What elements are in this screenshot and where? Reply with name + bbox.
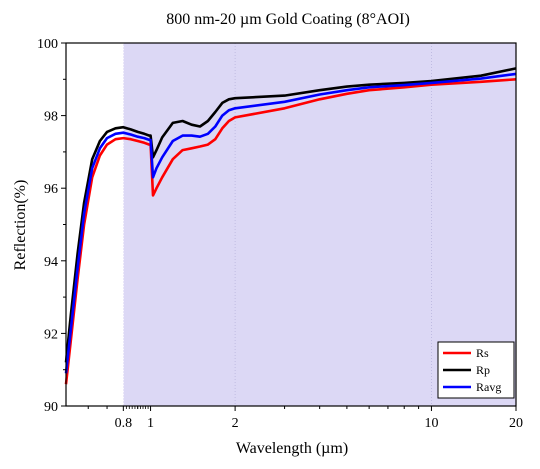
y-tick-label: 90 [44, 400, 58, 415]
legend-label-ravg: Ravg [476, 380, 501, 394]
chart-title: 800 nm-20 µm Gold Coating (8°AOI) [166, 11, 410, 28]
y-tick-label: 96 [44, 182, 58, 197]
y-tick-label: 100 [37, 37, 58, 52]
series-line-rs [64, 78, 517, 385]
y-axis-title: Reflection(%) [12, 180, 29, 271]
x-tick-label: 10 [424, 416, 438, 431]
y-tick-label: 92 [44, 327, 58, 342]
x-axis-title: Wavelength (µm) [236, 440, 348, 457]
y-tick-label: 98 [44, 110, 58, 125]
series-line-rp [64, 67, 517, 363]
legend-label-rp: Rp [476, 363, 490, 377]
series-line-ravg [64, 72, 517, 374]
legend-label-rs: Rs [476, 346, 489, 360]
x-tick-label: 0.8 [115, 416, 133, 431]
x-tick-label: 1 [147, 416, 154, 431]
x-tick-label: 2 [232, 416, 239, 431]
x-tick-label: 20 [509, 416, 523, 431]
y-tick-label: 94 [44, 255, 58, 270]
plot-area: 90 92 94 96 98 100 0.8 1 2 10 20 Rs Rp Ravg [37, 37, 523, 431]
